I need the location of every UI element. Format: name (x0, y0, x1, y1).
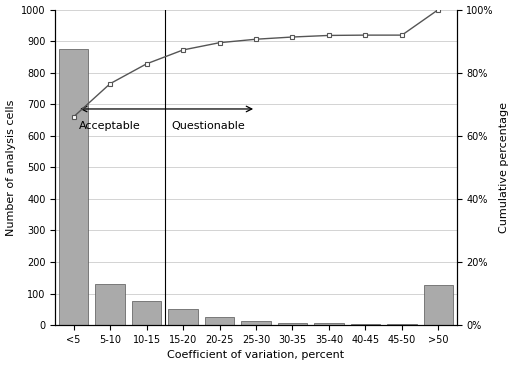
Bar (132, 302, 161, 325)
Bar (314, 323, 344, 325)
Bar (95, 284, 125, 325)
Bar (387, 324, 417, 325)
Y-axis label: Number of analysis cells: Number of analysis cells (6, 99, 15, 236)
Bar (278, 323, 307, 325)
Y-axis label: Cumulative percentage: Cumulative percentage (500, 102, 509, 233)
Text: Questionable: Questionable (171, 122, 246, 131)
X-axis label: Coefficient of variation, percent: Coefficient of variation, percent (167, 350, 345, 361)
Bar (351, 324, 380, 325)
Bar (205, 317, 234, 325)
Bar (168, 309, 198, 325)
Text: Acceptable: Acceptable (79, 122, 141, 131)
Bar (59, 49, 88, 325)
Bar (242, 321, 270, 325)
Bar (424, 285, 453, 325)
